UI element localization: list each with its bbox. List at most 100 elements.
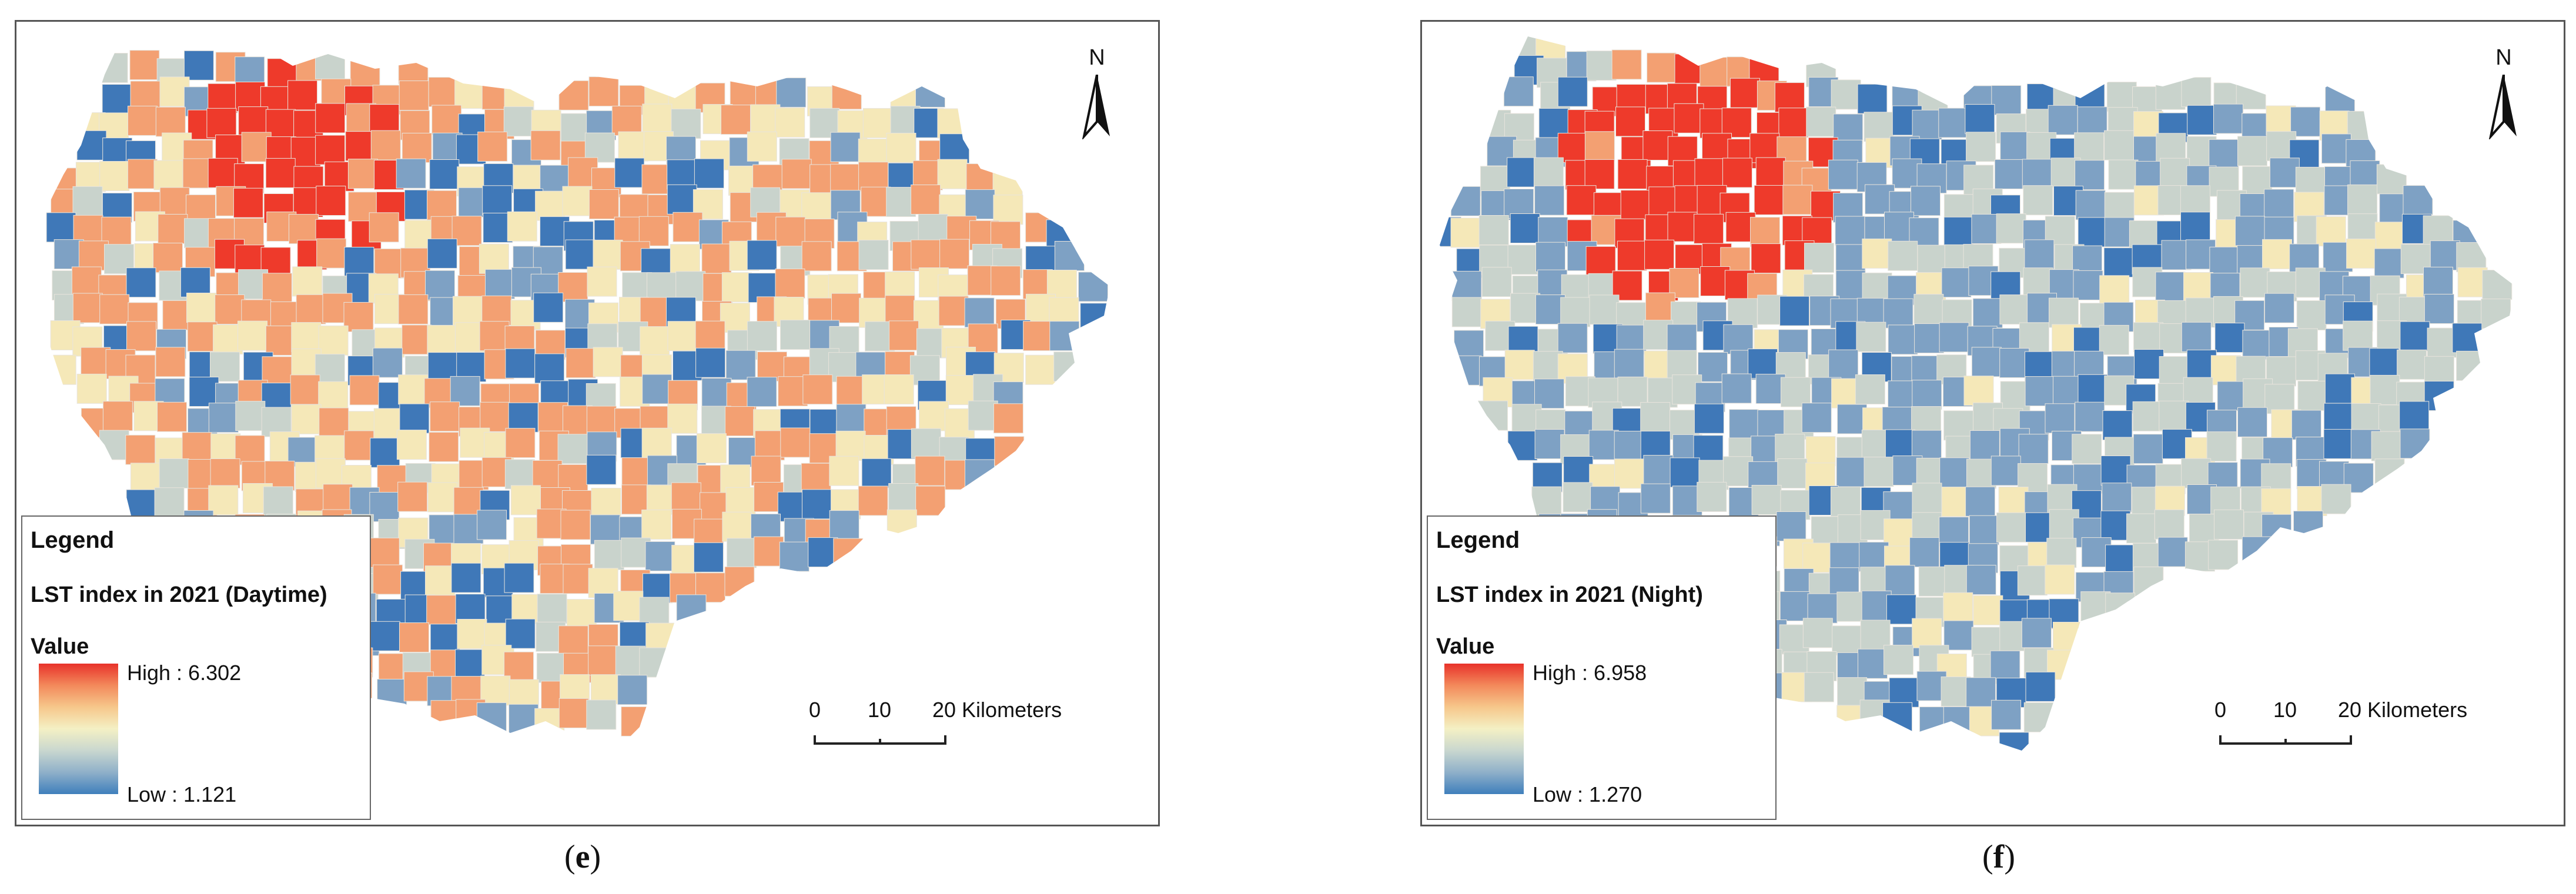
map-polygon <box>751 456 781 486</box>
map-polygon <box>155 347 186 377</box>
map-polygon <box>2077 106 2107 137</box>
north-arrow-icon <box>2488 75 2517 139</box>
map-polygon <box>1451 297 1482 327</box>
map-polygon <box>1941 267 1972 298</box>
map-polygon <box>2264 293 2294 323</box>
map-polygon <box>1694 213 1724 244</box>
map-polygon <box>2053 622 2083 652</box>
map-polygon <box>235 401 266 431</box>
map-polygon <box>1939 322 1969 353</box>
north-arrow: N <box>1073 45 1120 145</box>
map-polygon <box>801 241 832 272</box>
map-polygon <box>485 269 515 299</box>
map-polygon <box>695 320 725 351</box>
color-ramp <box>1444 664 1524 794</box>
map-polygon <box>2482 270 2513 300</box>
map-polygon <box>911 239 941 270</box>
map-polygon <box>2023 702 2054 732</box>
map-polygon <box>909 355 940 386</box>
map-polygon <box>2073 464 2103 494</box>
map-polygon <box>939 133 970 164</box>
map-polygon <box>1566 185 1597 216</box>
map-polygon <box>1648 186 1679 217</box>
map-polygon <box>639 647 670 678</box>
scale-tick-0: 0 <box>2214 698 2227 722</box>
map-polygon <box>99 294 130 324</box>
map-polygon <box>345 131 376 162</box>
map-polygon <box>533 292 564 323</box>
map-polygon <box>667 321 698 351</box>
map-polygon <box>693 542 724 572</box>
map-polygon <box>727 538 757 568</box>
map-polygon <box>1884 645 1913 675</box>
map-polygon <box>344 430 374 461</box>
map-polygon <box>2074 132 2105 163</box>
map-polygon <box>1990 650 2020 681</box>
map-polygon <box>1973 595 2003 625</box>
map-polygon <box>1614 431 1644 461</box>
map-polygon <box>183 50 214 81</box>
map-polygon <box>2045 564 2075 595</box>
map-polygon <box>587 266 617 297</box>
map-polygon <box>1533 157 1564 187</box>
map-polygon <box>1777 458 1808 488</box>
map-polygon <box>78 240 109 271</box>
map-polygon <box>747 377 777 407</box>
map-polygon <box>721 105 751 135</box>
scale-bar-line <box>814 735 946 745</box>
map-polygon <box>210 351 240 382</box>
map-polygon <box>2099 324 2129 355</box>
map-polygon <box>673 212 703 242</box>
map-polygon <box>2214 509 2244 540</box>
map-polygon <box>451 562 481 593</box>
map-polygon <box>754 430 785 461</box>
map-polygon <box>591 488 621 518</box>
map-polygon <box>994 436 1025 467</box>
map-polygon <box>1617 240 1647 271</box>
map-polygon <box>1802 618 1833 648</box>
map-polygon <box>1965 486 1996 517</box>
legend-value-label: Value <box>31 634 89 659</box>
map-polygon <box>2374 222 2405 252</box>
map-polygon <box>1080 303 1110 333</box>
map-polygon <box>836 376 867 406</box>
map-polygon <box>2237 136 2267 166</box>
map-polygon <box>289 214 319 245</box>
map-polygon <box>1563 482 1593 513</box>
map-polygon <box>1670 457 1700 488</box>
map-polygon <box>369 104 400 135</box>
map-polygon <box>801 192 832 223</box>
map-polygon <box>1990 456 2021 486</box>
map-polygon <box>503 106 534 137</box>
map-polygon <box>1828 159 1858 190</box>
map-polygon <box>858 240 889 270</box>
map-polygon <box>1615 106 1645 137</box>
map-polygon <box>885 295 915 326</box>
map-polygon <box>2430 240 2460 271</box>
map-polygon <box>182 158 213 189</box>
map-polygon <box>158 214 188 244</box>
map-polygon <box>477 131 508 162</box>
map-polygon <box>2099 275 2130 306</box>
map-polygon <box>1972 298 2003 329</box>
map-polygon <box>2025 376 2055 407</box>
map-polygon <box>829 456 859 486</box>
map-polygon <box>1611 49 1642 80</box>
map-polygon <box>128 105 158 136</box>
choropleth-map-daytime <box>46 49 1110 738</box>
map-polygon <box>398 294 429 324</box>
map-polygon <box>2351 403 2381 433</box>
map-polygon <box>1999 732 2029 751</box>
north-label: N <box>2495 45 2512 70</box>
map-polygon <box>1943 216 1974 247</box>
map-polygon <box>747 321 777 351</box>
map-polygon <box>557 434 588 464</box>
map-polygon <box>102 401 133 431</box>
map-polygon <box>965 189 995 220</box>
map-polygon <box>71 266 102 297</box>
map-polygon <box>586 406 617 436</box>
map-polygon <box>1943 706 1973 736</box>
map-polygon <box>594 540 624 570</box>
map-polygon <box>1999 294 2030 325</box>
map-polygon <box>1563 456 1594 486</box>
